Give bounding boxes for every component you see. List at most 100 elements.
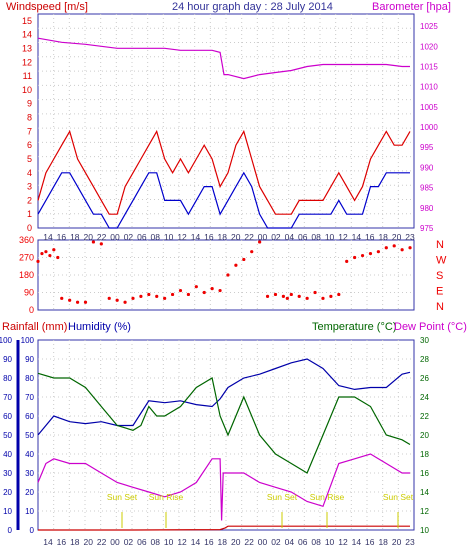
x-tick-label: 14 (43, 537, 53, 547)
temperature-tick-label: 16 (420, 469, 429, 478)
rainfall-tick-label: 50 (3, 431, 12, 440)
direction-point (68, 298, 72, 302)
direction-point (345, 259, 349, 263)
x-tick-label: 14 (191, 232, 201, 242)
windspeed-tick-label: 8 (27, 113, 32, 123)
direction-point (313, 290, 317, 295)
x-tick-label: 20 (392, 537, 402, 547)
x-tick-label: 18 (218, 537, 228, 547)
windspeed-tick-label: 5 (27, 154, 32, 164)
direction-point (360, 253, 365, 258)
direction-point (48, 253, 52, 258)
direction-point (234, 263, 238, 267)
direction-point (194, 285, 198, 289)
temperature-tick-label: 24 (420, 393, 429, 402)
direction-point (56, 255, 60, 260)
direction-point (178, 288, 183, 293)
x-tick-label: 16 (365, 537, 375, 547)
temperature-tick-label: 10 (420, 526, 429, 535)
direction-point (384, 246, 388, 250)
humidity-tick-label: 20 (25, 488, 34, 497)
barometer-tick-label: 975 (420, 224, 434, 233)
direction-tick-label: 360 (19, 235, 34, 245)
page-title: 24 hour graph day : 28 July 2014 (172, 1, 333, 13)
x-tick-label: 16 (204, 232, 214, 242)
barometer-tick-label: 1010 (420, 83, 438, 92)
temperature-line (37, 372, 411, 474)
compass-label: N (436, 301, 444, 313)
x-tick-label: 10 (164, 537, 174, 547)
direction-point (75, 300, 80, 304)
barometer-tick-label: 990 (420, 163, 434, 172)
sun-marker-label: Sun Set (107, 492, 138, 502)
x-tick-label: 12 (338, 232, 348, 242)
direction-point (83, 300, 88, 304)
sun-marker-label: Sun Rise (310, 492, 345, 502)
rainfall-tick-label: 90 (3, 355, 12, 364)
direction-point (139, 294, 143, 298)
direction-point (52, 248, 56, 252)
direction-point (297, 294, 301, 298)
direction-point (99, 242, 103, 246)
direction-point (400, 248, 404, 252)
series-layer (36, 37, 412, 531)
humidity-tick-label: 90 (25, 355, 34, 364)
compass-label: E (436, 286, 443, 298)
x-tick-label: 02 (124, 232, 134, 242)
direction-point (131, 296, 135, 300)
direction-point (376, 250, 380, 254)
dewpoint-line (37, 453, 410, 521)
temperature-tick-label: 28 (420, 355, 429, 364)
windspeed-tick-label: 6 (27, 140, 32, 150)
x-tick-label: 08 (311, 537, 321, 547)
barometer-tick-label: 1025 (420, 22, 438, 31)
x-tick-label: 02 (124, 537, 134, 547)
barometer-tick-label: 1000 (420, 123, 438, 132)
direction-point (265, 294, 270, 298)
x-tick-label: 18 (378, 232, 388, 242)
temperature-tick-label: 30 (420, 336, 429, 345)
direction-tick-label: 90 (24, 288, 34, 298)
direction-point (258, 240, 262, 244)
barometer-line (37, 37, 410, 80)
barometer-tick-label: 985 (420, 184, 434, 193)
windspeed-tick-label: 7 (27, 126, 32, 136)
x-tick-label: 06 (298, 537, 308, 547)
windspeed-tick-label: 13 (22, 44, 32, 54)
temperature-label: Temperature (°C) (312, 321, 396, 333)
direction-point (273, 292, 278, 297)
x-tick-label: 10 (325, 537, 335, 547)
windspeed-label: Windspeed [m/s] (6, 1, 88, 13)
windspeed-tick-label: 4 (27, 168, 32, 178)
x-tick-label: 14 (352, 232, 362, 242)
humidity-tick-label: 70 (25, 393, 34, 402)
windspeed-tick-label: 12 (22, 57, 32, 67)
x-tick-label: 08 (151, 232, 161, 242)
windspeed-tick-label: 1 (27, 209, 32, 219)
humidity-tick-label: 100 (21, 336, 35, 345)
temperature-tick-label: 20 (420, 431, 429, 440)
average-line (37, 171, 410, 229)
humidity-label: Humidity (%) (68, 321, 131, 333)
rainfall-tick-label: 20 (3, 488, 12, 497)
x-tick-label: 16 (57, 232, 67, 242)
rainfall-tick-label: 70 (3, 393, 12, 402)
windspeed-tick-label: 0 (27, 223, 32, 233)
direction-point (115, 298, 119, 302)
direction-point (36, 259, 40, 263)
x-tick-label: 14 (43, 232, 53, 242)
windspeed-tick-label: 10 (22, 85, 32, 95)
direction-point (321, 296, 325, 300)
barometer-tick-label: 1020 (420, 42, 438, 51)
compass-label: S (436, 270, 443, 282)
direction-point (353, 255, 357, 260)
barometer-tick-label: 980 (420, 204, 434, 213)
humidity-tick-label: 0 (30, 526, 35, 535)
x-tick-label: 04 (285, 537, 295, 547)
direction-point (155, 294, 159, 298)
sun-marker-label: Sun Set (267, 492, 298, 502)
temperature-tick-label: 26 (420, 374, 429, 383)
x-tick-label: 16 (204, 537, 214, 547)
